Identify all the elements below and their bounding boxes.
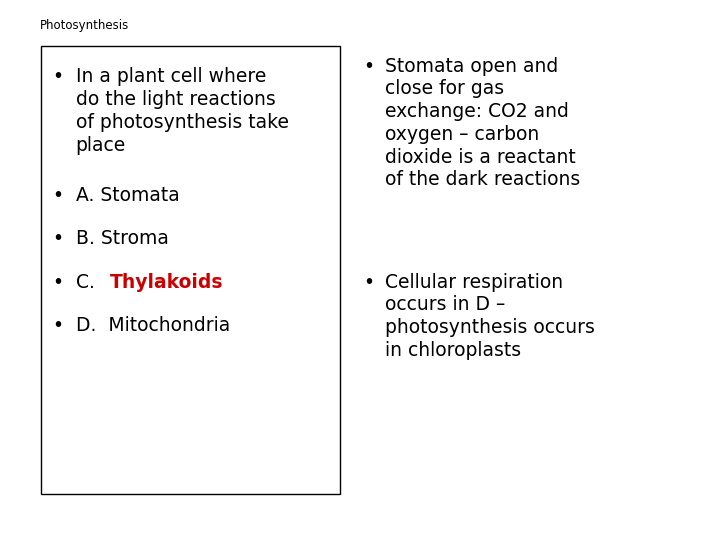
- Text: •: •: [52, 230, 63, 248]
- Text: Cellular respiration
occurs in D –
photosynthesis occurs
in chloroplasts: Cellular respiration occurs in D – photo…: [385, 273, 595, 360]
- Text: Photosynthesis: Photosynthesis: [40, 19, 129, 32]
- Text: •: •: [364, 57, 374, 76]
- Text: •: •: [52, 186, 63, 205]
- Text: A. Stomata: A. Stomata: [76, 186, 179, 205]
- Text: •: •: [364, 273, 374, 292]
- Text: In a plant cell where
do the light reactions
of photosynthesis take
place: In a plant cell where do the light react…: [76, 68, 289, 155]
- Text: •: •: [52, 68, 63, 86]
- Text: Stomata open and
close for gas
exchange: CO2 and
oxygen – carbon
dioxide is a re: Stomata open and close for gas exchange:…: [385, 57, 580, 190]
- FancyBboxPatch shape: [41, 46, 340, 494]
- Text: D.  Mitochondria: D. Mitochondria: [76, 316, 230, 335]
- Text: C.: C.: [76, 273, 101, 292]
- Text: Thylakoids: Thylakoids: [110, 273, 224, 292]
- Text: •: •: [52, 273, 63, 292]
- Text: B. Stroma: B. Stroma: [76, 230, 168, 248]
- Text: •: •: [52, 316, 63, 335]
